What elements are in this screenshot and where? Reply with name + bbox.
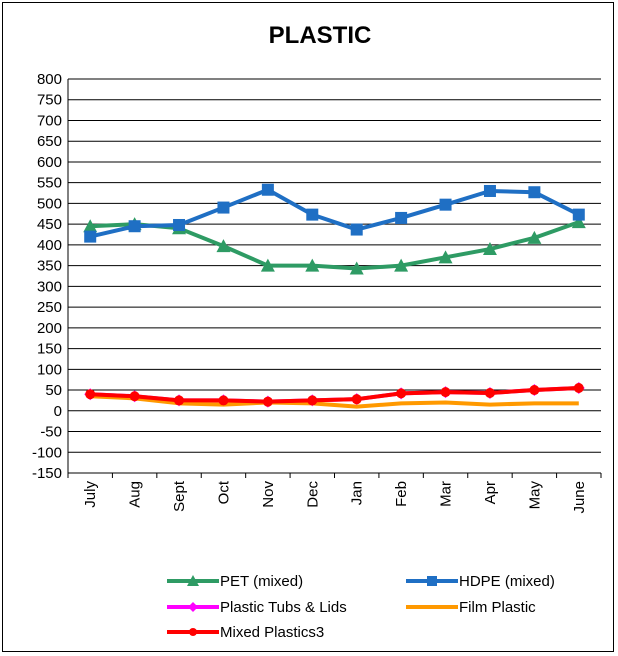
data-point-circle <box>484 387 495 398</box>
data-point-circle <box>396 388 407 399</box>
data-point-triangle <box>571 215 586 229</box>
data-point-triangle <box>83 219 98 233</box>
data-point-circle <box>218 395 229 406</box>
data-point-triangle <box>216 239 231 253</box>
y-tick-label: -100 <box>32 444 62 461</box>
series-line <box>90 220 580 271</box>
legend-label: Plastic Tubs & Lids <box>220 599 347 616</box>
x-tick-label: Aug <box>127 481 144 508</box>
legend-label: PET (mixed) <box>220 573 303 590</box>
series-hdpe-mixed <box>84 183 585 243</box>
legend-label: Mixed Plastics3 <box>220 624 324 641</box>
series-pet-mixed <box>83 215 586 275</box>
y-tick-label: 800 <box>37 71 62 88</box>
data-point-square <box>350 223 363 236</box>
x-tick-label: Feb <box>393 481 410 507</box>
x-tick-label: Dec <box>304 481 321 508</box>
y-tick-label: 500 <box>37 195 62 212</box>
legend: PET (mixed) HDPE (mixed) Plastic Tubs & Li… <box>167 573 555 641</box>
data-point-square <box>217 201 230 214</box>
data-point-triangle <box>349 261 364 275</box>
data-point-triangle <box>187 575 199 586</box>
y-tick-label: 0 <box>54 403 62 420</box>
data-point-triangle <box>438 250 453 264</box>
series-mixed-plastics3 <box>85 382 584 407</box>
data-point-square <box>173 218 186 231</box>
series-line <box>90 394 579 409</box>
legend-entry: HDPE (mixed) <box>406 573 555 590</box>
y-tick-label: 750 <box>37 92 62 109</box>
data-point-square <box>528 186 541 199</box>
data-point-circle <box>440 387 451 398</box>
y-tick-label: 400 <box>37 237 62 254</box>
data-point-diamond <box>188 602 198 612</box>
data-point-circle <box>85 389 96 400</box>
data-point-square <box>395 211 408 224</box>
x-tick-label: Jan <box>349 481 366 505</box>
y-tick-label: 650 <box>37 133 62 150</box>
data-point-square <box>128 220 141 233</box>
data-point-circle <box>573 382 584 393</box>
x-tick-label: July <box>82 481 99 508</box>
y-tick-label: 50 <box>45 382 62 399</box>
y-tick-label: 150 <box>37 341 62 358</box>
data-point-circle <box>129 391 140 402</box>
data-point-square <box>306 208 319 221</box>
series-line <box>90 385 579 404</box>
y-tick-label: 300 <box>37 278 62 295</box>
legend-label: Film Plastic <box>459 599 536 616</box>
x-tick-label: Sept <box>171 480 188 512</box>
series-lines <box>83 183 586 409</box>
gridlines <box>67 78 602 478</box>
data-point-circle <box>307 395 318 406</box>
x-tick-label: June <box>571 481 588 514</box>
legend-entry: Plastic Tubs & Lids <box>167 599 347 616</box>
legend-entry: Mixed Plastics3 <box>167 624 324 641</box>
x-tick-label: Nov <box>260 481 277 508</box>
data-point-square <box>439 198 452 211</box>
x-tick-label: Apr <box>482 481 499 504</box>
y-tick-label: 100 <box>37 361 62 378</box>
data-point-triangle <box>394 258 409 272</box>
legend-label: HDPE (mixed) <box>459 573 555 590</box>
data-point-triangle <box>527 230 542 244</box>
y-tick-label: 450 <box>37 216 62 233</box>
series-line <box>89 187 580 239</box>
data-point-triangle <box>482 242 497 256</box>
data-point-square <box>427 576 437 586</box>
x-tick-label: Mar <box>438 481 455 507</box>
data-point-square <box>261 183 274 196</box>
data-point-square <box>572 208 585 221</box>
y-tick-label: 200 <box>37 320 62 337</box>
y-tick-label: 350 <box>37 258 62 275</box>
legend-entry: Film Plastic <box>406 599 536 616</box>
data-point-triangle <box>305 258 320 272</box>
y-tick-label: -50 <box>40 424 62 441</box>
data-point-circle <box>174 395 185 406</box>
data-point-square <box>483 184 496 197</box>
data-point-circle <box>262 396 273 407</box>
x-tick-label: May <box>526 481 543 510</box>
data-point-triangle <box>260 258 275 272</box>
x-tick-label: Oct <box>215 480 232 504</box>
data-point-square <box>84 230 97 243</box>
y-tick-label: 700 <box>37 112 62 129</box>
chart-title: PLASTIC <box>268 22 372 49</box>
y-tick-label: -150 <box>32 465 62 482</box>
legend-entry: PET (mixed) <box>167 573 303 590</box>
data-point-circle <box>529 385 540 396</box>
y-tick-label: 250 <box>37 299 62 316</box>
y-tick-label: 550 <box>37 175 62 192</box>
y-axis-tick-labels: 8007507006506005505004504003503002502001… <box>32 71 62 482</box>
data-point-circle <box>189 628 197 636</box>
data-point-circle <box>351 394 362 405</box>
y-tick-label: 600 <box>37 154 62 171</box>
series-film-plastic <box>90 394 579 409</box>
x-axis-tick-labels: July Aug Sept Oct Nov Dec Jan Feb Mar Apr May June <box>82 480 588 513</box>
